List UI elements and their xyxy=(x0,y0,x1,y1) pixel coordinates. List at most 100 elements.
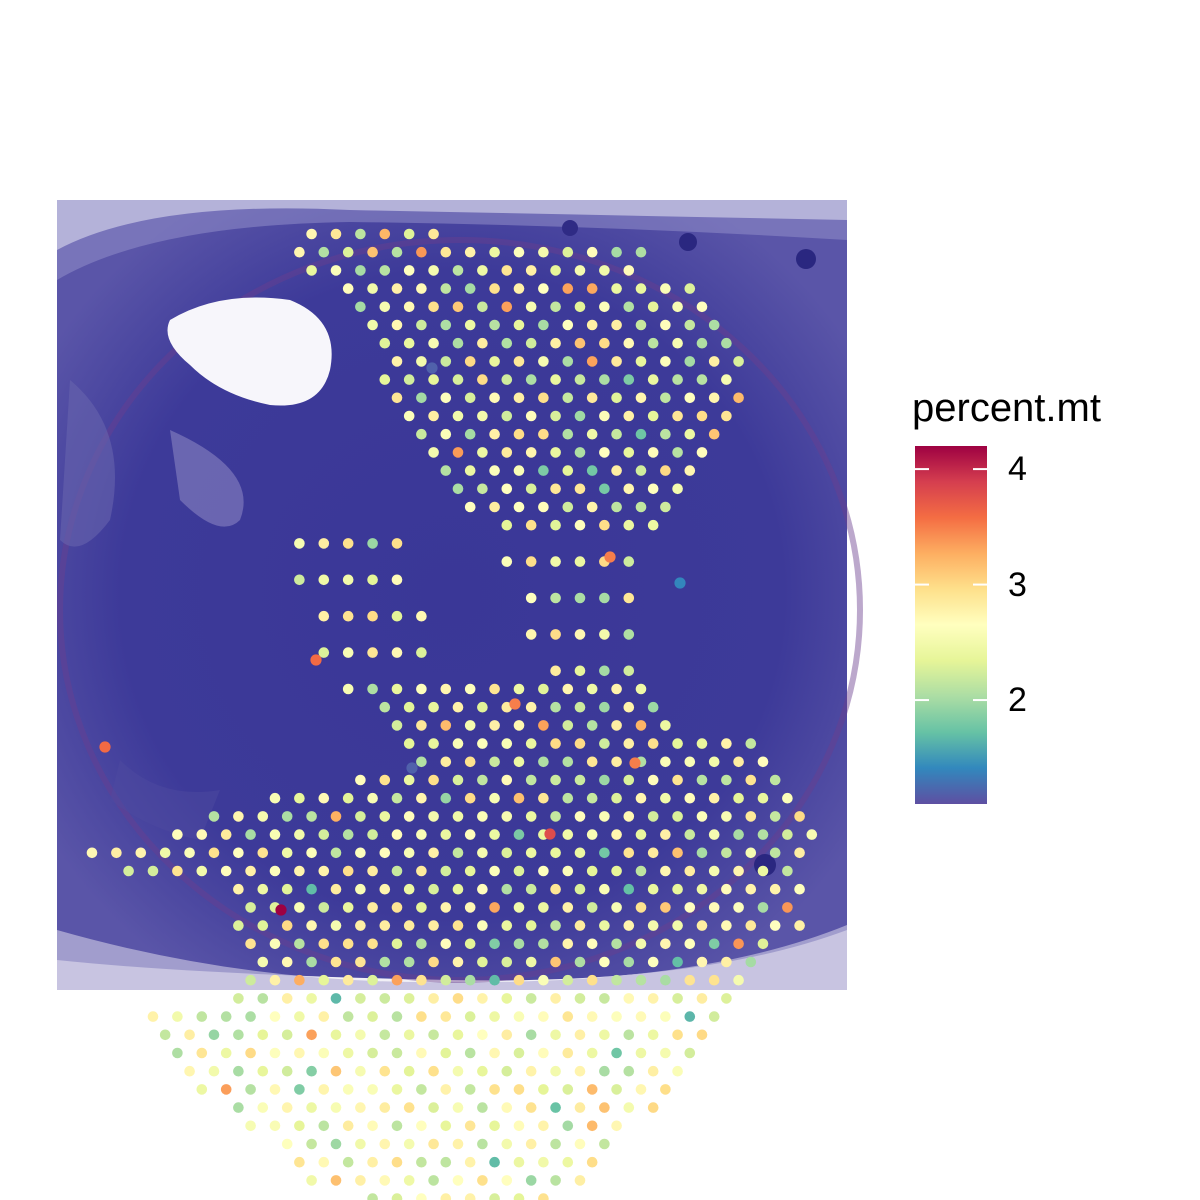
spot xyxy=(318,1084,330,1095)
spot xyxy=(525,592,537,604)
spot xyxy=(599,410,610,422)
spot xyxy=(281,1102,293,1113)
spot xyxy=(599,1029,610,1041)
spot xyxy=(391,1193,403,1200)
spot xyxy=(416,246,427,258)
spot xyxy=(403,847,415,859)
spot xyxy=(733,829,744,840)
spot xyxy=(513,902,525,913)
spot xyxy=(489,792,500,804)
spot xyxy=(269,1084,281,1095)
spot xyxy=(647,1029,659,1041)
spot xyxy=(721,410,732,422)
spot xyxy=(574,301,586,313)
spot xyxy=(538,1011,549,1022)
spot xyxy=(440,974,452,986)
spot xyxy=(342,1047,354,1059)
spot xyxy=(355,301,366,313)
spot xyxy=(635,356,647,367)
spot xyxy=(489,356,500,367)
spot xyxy=(782,865,793,877)
spot xyxy=(708,792,720,804)
spot xyxy=(245,1047,256,1059)
spot xyxy=(574,701,586,713)
spot xyxy=(342,938,354,950)
spot xyxy=(355,847,366,859)
spot xyxy=(342,1084,354,1095)
spot xyxy=(281,993,293,1004)
spot xyxy=(379,993,391,1004)
spot xyxy=(403,301,415,313)
spot xyxy=(489,1193,500,1200)
spot-outlier xyxy=(674,577,686,589)
spot xyxy=(208,1029,220,1041)
spot xyxy=(550,811,561,822)
spot xyxy=(403,1065,415,1077)
spot xyxy=(525,1138,537,1150)
spot xyxy=(538,720,549,731)
spot xyxy=(794,920,805,931)
spot xyxy=(257,993,269,1004)
spot xyxy=(647,701,659,713)
spot xyxy=(574,811,586,822)
spot xyxy=(269,792,281,804)
spot xyxy=(672,410,683,422)
spot xyxy=(513,283,525,294)
spot xyxy=(391,1084,403,1095)
spot xyxy=(538,792,549,804)
spot xyxy=(708,902,720,913)
spot xyxy=(623,301,635,313)
spot xyxy=(294,902,305,913)
spot xyxy=(782,902,793,913)
spot xyxy=(574,847,586,859)
spot xyxy=(306,993,317,1004)
spot xyxy=(403,956,415,968)
spot xyxy=(672,920,683,931)
spot xyxy=(306,228,317,240)
spot xyxy=(440,465,452,476)
spot xyxy=(416,1011,427,1022)
spot xyxy=(513,865,525,877)
spot xyxy=(586,865,598,877)
spot xyxy=(318,829,330,840)
spot xyxy=(745,774,757,786)
spot xyxy=(525,265,537,276)
spot xyxy=(464,683,476,695)
spot xyxy=(318,938,330,950)
spot xyxy=(782,829,793,840)
spot xyxy=(745,847,757,859)
spot xyxy=(513,501,525,513)
spot xyxy=(672,1065,683,1077)
spot xyxy=(513,246,525,258)
spot xyxy=(721,738,732,749)
spot xyxy=(599,592,610,604)
spot xyxy=(391,720,403,731)
spot xyxy=(525,374,537,385)
spot xyxy=(464,865,476,877)
spot xyxy=(647,447,659,458)
spot xyxy=(672,1029,683,1041)
spot xyxy=(428,1065,439,1077)
spot xyxy=(647,519,659,531)
spot xyxy=(501,556,513,567)
spot xyxy=(477,774,488,786)
spot xyxy=(416,865,427,877)
spot xyxy=(550,265,561,276)
spot xyxy=(367,610,378,622)
spot xyxy=(440,246,452,258)
spot xyxy=(562,865,574,877)
spot xyxy=(745,811,757,822)
spot xyxy=(391,902,403,913)
spot xyxy=(172,1047,183,1059)
spot xyxy=(135,847,147,859)
vessel-lumen xyxy=(167,297,332,406)
spot xyxy=(220,1047,232,1059)
spot xyxy=(684,792,696,804)
spot xyxy=(647,374,659,385)
spot xyxy=(525,993,537,1004)
spot xyxy=(306,1102,317,1113)
spot xyxy=(464,356,476,367)
spot xyxy=(86,847,98,859)
spot xyxy=(806,829,818,840)
